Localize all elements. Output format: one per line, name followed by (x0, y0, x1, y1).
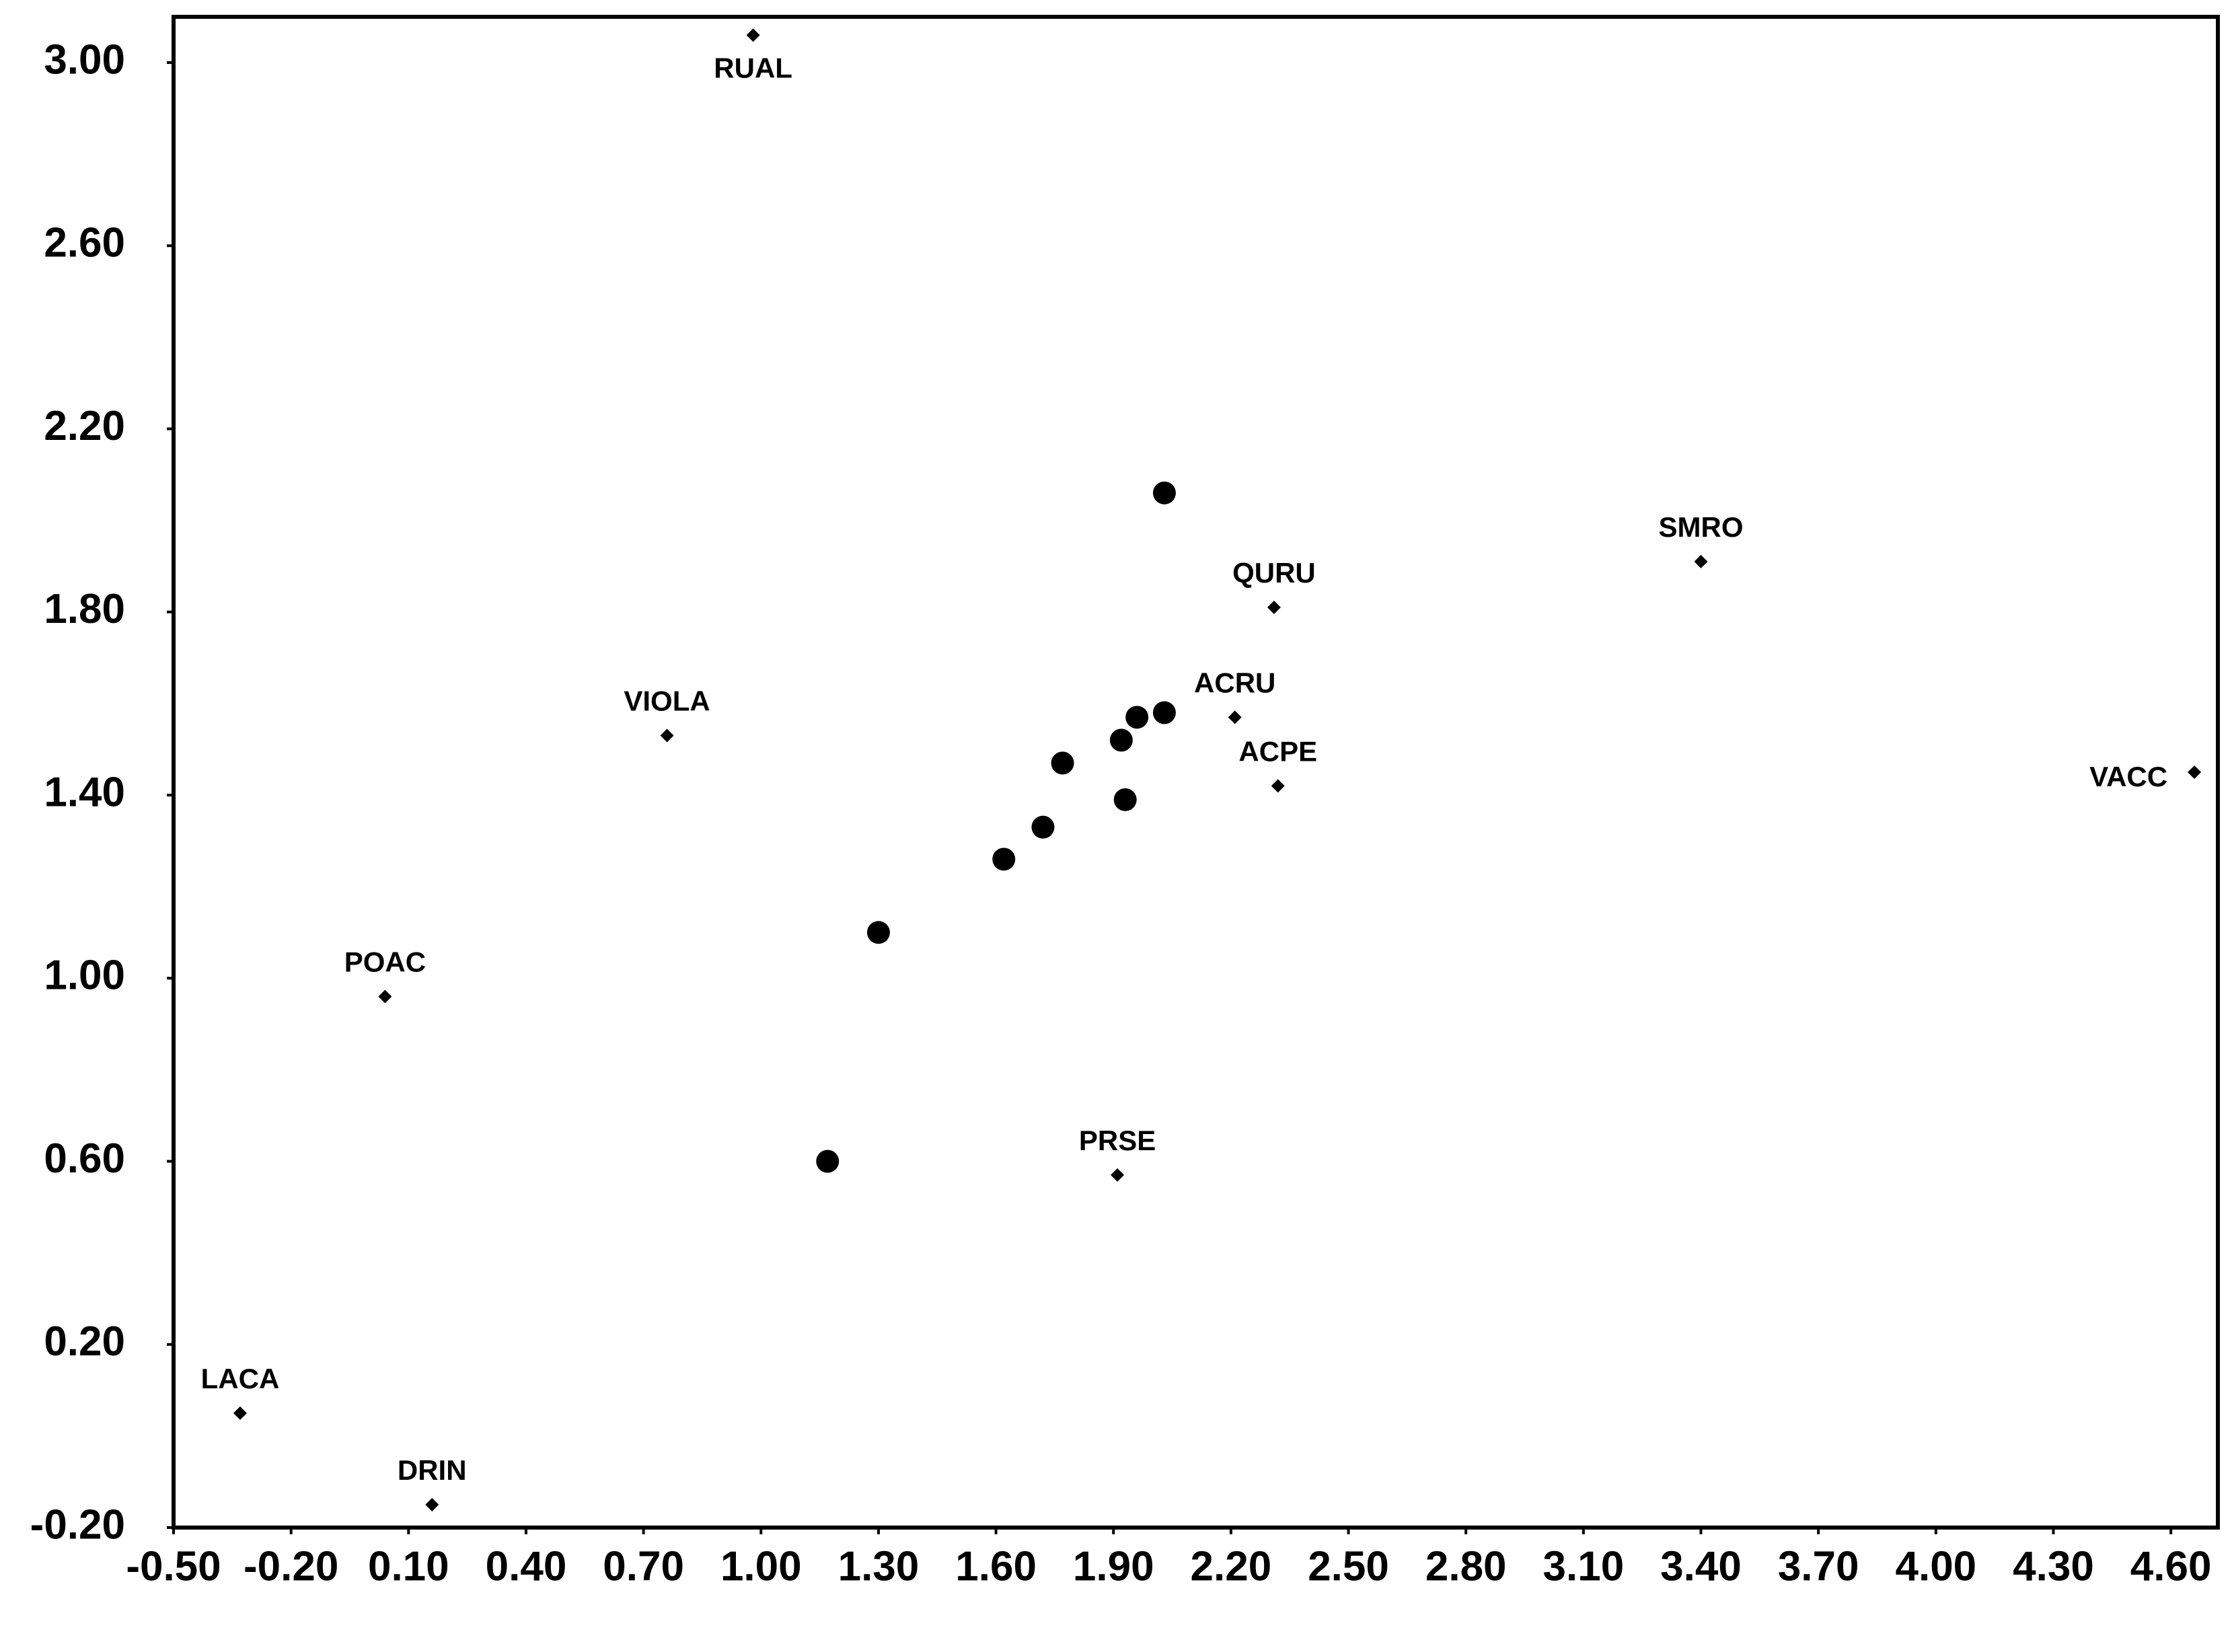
circle-point (1109, 728, 1133, 752)
x-tick-label: 4.60 (2130, 1543, 2212, 1589)
point-label: ACRU (1194, 667, 1275, 698)
point-label: VIOLA (624, 685, 710, 717)
diamond-point (1228, 710, 1242, 724)
x-tick-label: 2.50 (1308, 1543, 1389, 1589)
plot-frame (172, 15, 2220, 1530)
diamond-point (378, 989, 392, 1004)
diamond-point (233, 1406, 247, 1420)
x-tick-label: 2.80 (1425, 1543, 1507, 1589)
x-tick-label: 0.10 (368, 1543, 449, 1589)
x-tick-label: -0.50 (126, 1543, 221, 1589)
point-label: RUAL (714, 52, 792, 83)
diamond-point (1694, 554, 1708, 568)
point-label: LACA (201, 1363, 280, 1394)
y-tick-label: 0.60 (44, 1135, 125, 1182)
x-tick-label: -0.20 (244, 1543, 338, 1589)
x-tick-label: 3.40 (1660, 1543, 1742, 1589)
y-tick-label: -0.20 (30, 1501, 125, 1548)
circle-point (992, 848, 1016, 871)
diamond-point (1267, 600, 1281, 614)
x-tick-label: 0.70 (603, 1543, 684, 1589)
y-tick-label: 1.80 (44, 586, 125, 632)
point-label: SMRO (1659, 511, 1744, 543)
circle-point (1113, 788, 1137, 811)
x-tick-label: 4.30 (2013, 1543, 2094, 1589)
circle-point (816, 1150, 840, 1173)
x-tick-label: 1.60 (955, 1543, 1037, 1589)
diamond-point (1271, 779, 1285, 793)
y-tick-label: 1.40 (44, 769, 125, 815)
diamond-point (1111, 1168, 1125, 1182)
point-label: QURU (1232, 557, 1316, 589)
circle-point (1152, 481, 1176, 504)
diamond-point (746, 28, 760, 42)
x-tick-label: 3.70 (1778, 1543, 1859, 1589)
diamond-point (425, 1497, 439, 1511)
circle-point (1051, 751, 1074, 775)
circle-point (1031, 815, 1055, 839)
point-label: ACPE (1238, 736, 1317, 767)
x-tick-label: 2.20 (1191, 1543, 1272, 1589)
point-label: POAC (344, 946, 426, 978)
x-tick-label: 1.00 (720, 1543, 802, 1589)
point-label: VACC (2089, 761, 2167, 792)
point-label: DRIN (398, 1454, 467, 1486)
circle-point (866, 921, 890, 944)
y-tick-label: 1.00 (44, 952, 125, 999)
x-tick-label: 1.30 (838, 1543, 920, 1589)
y-tick-label: 2.60 (44, 220, 125, 266)
circle-point (1125, 706, 1149, 729)
x-tick-label: 3.10 (1543, 1543, 1625, 1589)
y-tick-label: 2.20 (44, 403, 125, 449)
y-tick-label: 3.00 (44, 36, 125, 83)
x-tick-label: 0.40 (486, 1543, 567, 1589)
point-label: PRSE (1079, 1125, 1156, 1156)
x-tick-label: 1.90 (1073, 1543, 1154, 1589)
x-tick-label: 4.00 (1895, 1543, 1976, 1589)
circle-point (1152, 701, 1176, 724)
diamond-point (2188, 765, 2202, 779)
diamond-point (660, 728, 674, 743)
y-tick-label: 0.20 (44, 1318, 125, 1365)
